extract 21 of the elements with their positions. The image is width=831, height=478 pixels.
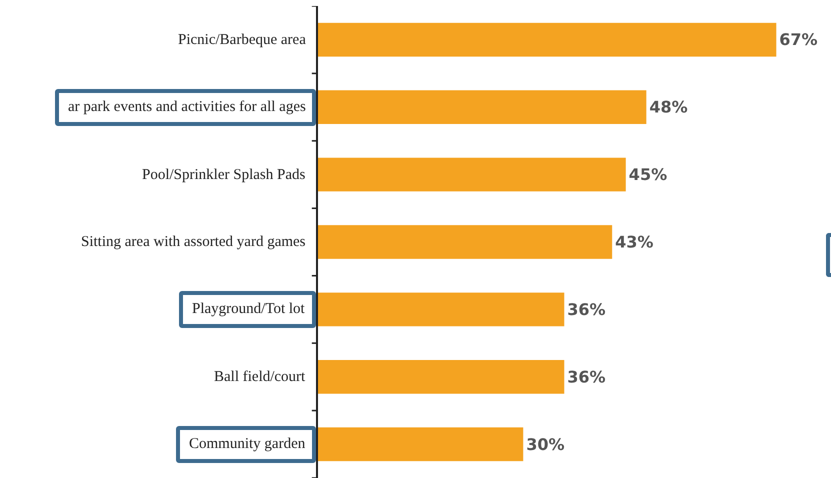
data-label: 36% (567, 300, 606, 319)
data-label: 48% (649, 98, 688, 117)
data-label: 45% (628, 165, 668, 184)
bar (318, 225, 612, 259)
y-tick-label: Sitting area with assorted yard games (81, 234, 306, 250)
y-tick-label: Pool/Sprinkler Splash Pads (142, 167, 306, 183)
bar (318, 427, 524, 462)
bar (318, 90, 646, 124)
y-tick-label: ar park events and activities for all ages (68, 99, 306, 115)
bar (318, 158, 626, 192)
y-tick-label: Community garden (189, 436, 306, 452)
data-label: 36% (567, 367, 606, 386)
data-label: 67% (779, 30, 818, 50)
y-tick-label: Playground/Tot lot (192, 301, 306, 317)
bar (318, 22, 776, 57)
data-label: 43% (615, 232, 654, 252)
data-label: 30% (526, 434, 564, 454)
y-tick-label: Picnic/Barbeque area (178, 32, 306, 48)
bar (318, 360, 564, 394)
bar (318, 292, 564, 326)
y-tick-label: Ball field/court (214, 369, 306, 385)
